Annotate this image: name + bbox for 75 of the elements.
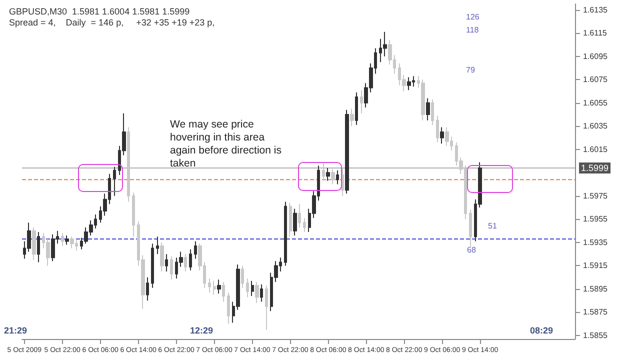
- candlestick: [227, 292, 230, 324]
- candlestick: [445, 126, 449, 146]
- candlestick: [184, 254, 187, 272]
- candlestick: [146, 276, 149, 302]
- candlestick: [189, 248, 192, 271]
- annotation: 21:29: [4, 326, 28, 336]
- candlestick: [303, 218, 306, 232]
- candlestick: [32, 226, 36, 260]
- annotation: 68: [467, 246, 476, 254]
- annotation: 118: [466, 26, 480, 34]
- candlestick: [194, 240, 197, 260]
- candlestick: [360, 90, 363, 114]
- candlestick: [127, 126, 130, 202]
- y-tick-label: 1.5935: [583, 238, 608, 247]
- y-tick-label: 1.6055: [583, 98, 608, 108]
- candlestick: [37, 231, 40, 263]
- candlestick: [132, 192, 135, 238]
- candlestick: [298, 204, 301, 228]
- annotation: 79: [466, 66, 476, 74]
- candlestick: [113, 166, 116, 196]
- candlestick: [355, 92, 358, 126]
- candlestick: [61, 232, 64, 246]
- candlestick: [284, 201, 287, 266]
- candlestick: [151, 243, 154, 288]
- y-tick-label: 1.5975: [583, 191, 608, 200]
- candlestick: [222, 282, 225, 302]
- candlestick: [431, 98, 434, 126]
- chart-title: GBPUSD,M30 1.5981 1.6004 1.5981 1.5999: [9, 6, 190, 16]
- candlestick: [336, 170, 339, 185]
- y-tick-label: 1.6015: [583, 144, 608, 154]
- y-tick-label: 1.5895: [583, 284, 608, 294]
- candlestick: [407, 76, 411, 91]
- candlestick: [156, 236, 159, 255]
- text: Spread = 4, Daily = 146 p, +32 +35 +19 +23 p,: [9, 18, 215, 28]
- y-tick-label: 1.5915: [583, 261, 608, 270]
- candlestick: [251, 280, 254, 296]
- annotation: 08:29: [530, 326, 554, 336]
- candlestick: [265, 284, 268, 330]
- y-tick-label: 1.6135: [583, 5, 608, 14]
- y-tick-label: 1.6095: [583, 52, 608, 61]
- y-tick-label: 1.6115: [583, 28, 608, 38]
- candlestick: [170, 256, 173, 280]
- annotation: We may see price hovering in this area again before direction is taken: [170, 118, 284, 170]
- y-tick-label: 1.5955: [583, 214, 608, 224]
- candlestick: [246, 278, 249, 298]
- candlestick: [426, 98, 430, 121]
- candlestick: [436, 115, 439, 143]
- candlestick: [260, 284, 263, 302]
- candlestick: [350, 108, 354, 127]
- y-tick-label: 1.5855: [583, 331, 608, 340]
- candlestick: [289, 202, 292, 238]
- y-tick-label: 1.5875: [583, 308, 608, 317]
- ref-line-label: 1.5999: [581, 163, 609, 174]
- candlestick: [70, 236, 74, 249]
- annotation: 51: [488, 222, 498, 230]
- candlestick: [326, 168, 330, 182]
- candlestick: [255, 282, 259, 304]
- annotation: 12:29: [190, 326, 214, 336]
- y-tick-label: 1.6075: [583, 75, 608, 84]
- candlestick: [208, 278, 211, 293]
- candlestick: [421, 79, 425, 121]
- candlestick: [65, 234, 69, 246]
- candlestick: [51, 234, 55, 262]
- candlestick: [213, 280, 216, 296]
- candlestick: [217, 279, 221, 294]
- candlestick: [293, 208, 297, 236]
- candlestick: [345, 109, 349, 194]
- candlestick: [331, 168, 335, 185]
- annotation: 126: [466, 12, 480, 22]
- candlestick: [440, 126, 444, 144]
- candlestick: [165, 254, 168, 272]
- candlestick: [241, 265, 244, 288]
- candlestick: [160, 242, 164, 272]
- y-tick-label: 1.6035: [583, 122, 608, 131]
- candlestick: [322, 162, 325, 182]
